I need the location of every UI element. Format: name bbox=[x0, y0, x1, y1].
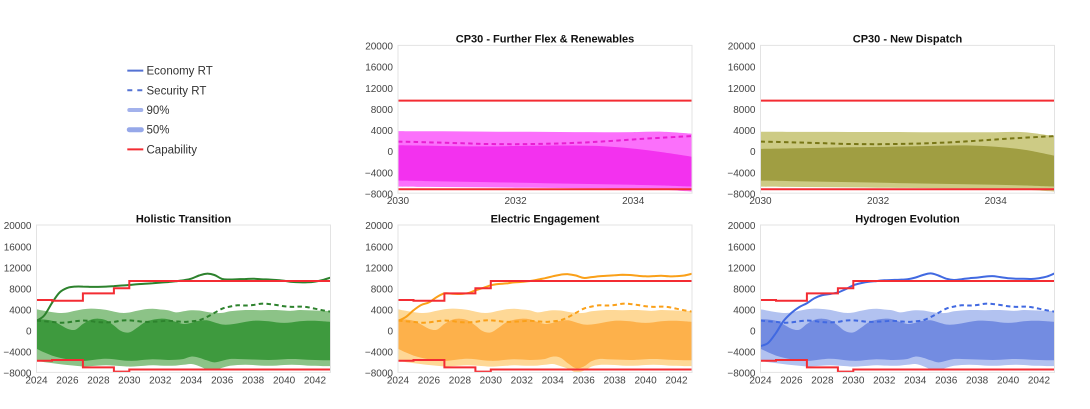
svg-text:2034: 2034 bbox=[622, 196, 645, 207]
svg-text:Electric Engagement: Electric Engagement bbox=[491, 213, 600, 225]
svg-text:20000: 20000 bbox=[365, 42, 393, 53]
svg-text:2028: 2028 bbox=[449, 375, 472, 386]
svg-text:2042: 2042 bbox=[665, 375, 688, 386]
svg-text:2034: 2034 bbox=[180, 375, 203, 386]
svg-text:4000: 4000 bbox=[733, 126, 756, 137]
svg-text:2038: 2038 bbox=[966, 375, 989, 386]
svg-text:90%: 90% bbox=[147, 105, 170, 117]
svg-text:2036: 2036 bbox=[935, 375, 958, 386]
svg-text:0: 0 bbox=[750, 327, 756, 338]
svg-text:2034: 2034 bbox=[542, 375, 565, 386]
svg-text:2028: 2028 bbox=[87, 375, 110, 386]
svg-text:Security RT: Security RT bbox=[147, 85, 207, 97]
svg-text:2026: 2026 bbox=[418, 375, 441, 386]
svg-text:16000: 16000 bbox=[365, 63, 393, 74]
svg-text:Hydrogen Evolution: Hydrogen Evolution bbox=[855, 213, 960, 225]
svg-text:50%: 50% bbox=[147, 125, 170, 137]
svg-text:2032: 2032 bbox=[504, 196, 527, 207]
svg-text:CP30 - New Dispatch: CP30 - New Dispatch bbox=[853, 34, 963, 46]
svg-text:4000: 4000 bbox=[371, 126, 394, 137]
svg-text:2036: 2036 bbox=[211, 375, 234, 386]
svg-text:16000: 16000 bbox=[728, 242, 756, 253]
svg-text:8000: 8000 bbox=[371, 105, 394, 116]
svg-text:2032: 2032 bbox=[149, 375, 172, 386]
svg-text:2026: 2026 bbox=[780, 375, 803, 386]
svg-text:Capability: Capability bbox=[147, 144, 198, 156]
svg-text:−4000: −4000 bbox=[365, 168, 394, 179]
svg-text:12000: 12000 bbox=[365, 263, 393, 274]
svg-text:20000: 20000 bbox=[728, 221, 756, 232]
svg-text:12000: 12000 bbox=[728, 263, 756, 274]
svg-text:−4000: −4000 bbox=[727, 348, 756, 359]
svg-text:20000: 20000 bbox=[4, 221, 32, 232]
svg-text:0: 0 bbox=[387, 327, 393, 338]
svg-text:2040: 2040 bbox=[634, 375, 657, 386]
svg-text:2034: 2034 bbox=[985, 196, 1008, 207]
svg-text:16000: 16000 bbox=[365, 242, 393, 253]
svg-text:2036: 2036 bbox=[573, 375, 596, 386]
svg-text:4000: 4000 bbox=[9, 305, 32, 316]
svg-text:12000: 12000 bbox=[4, 263, 32, 274]
svg-text:12000: 12000 bbox=[728, 84, 756, 95]
svg-text:2034: 2034 bbox=[904, 375, 927, 386]
svg-text:2026: 2026 bbox=[56, 375, 79, 386]
svg-text:2028: 2028 bbox=[811, 375, 834, 386]
svg-text:−8000: −8000 bbox=[727, 369, 756, 380]
svg-text:16000: 16000 bbox=[728, 63, 756, 74]
svg-text:0: 0 bbox=[26, 327, 32, 338]
svg-text:2032: 2032 bbox=[873, 375, 896, 386]
svg-text:4000: 4000 bbox=[371, 305, 394, 316]
svg-text:2040: 2040 bbox=[273, 375, 296, 386]
svg-text:−4000: −4000 bbox=[3, 348, 32, 359]
svg-text:2024: 2024 bbox=[749, 375, 772, 386]
svg-text:−4000: −4000 bbox=[727, 168, 756, 179]
svg-text:2030: 2030 bbox=[480, 375, 503, 386]
svg-text:16000: 16000 bbox=[4, 242, 32, 253]
svg-text:4000: 4000 bbox=[733, 305, 756, 316]
svg-text:2030: 2030 bbox=[118, 375, 141, 386]
svg-text:0: 0 bbox=[387, 147, 393, 158]
svg-text:20000: 20000 bbox=[365, 221, 393, 232]
svg-text:−8000: −8000 bbox=[727, 189, 756, 200]
svg-text:2030: 2030 bbox=[749, 196, 772, 207]
svg-text:2032: 2032 bbox=[867, 196, 890, 207]
svg-text:−8000: −8000 bbox=[365, 189, 394, 200]
svg-text:2042: 2042 bbox=[304, 375, 327, 386]
svg-text:−4000: −4000 bbox=[365, 348, 394, 359]
svg-text:2042: 2042 bbox=[1028, 375, 1051, 386]
svg-text:2024: 2024 bbox=[25, 375, 48, 386]
svg-text:2024: 2024 bbox=[387, 375, 410, 386]
svg-text:CP30 - Further Flex & Renewabl: CP30 - Further Flex & Renewables bbox=[456, 34, 635, 46]
svg-text:8000: 8000 bbox=[733, 284, 756, 295]
svg-text:8000: 8000 bbox=[9, 284, 32, 295]
svg-text:2032: 2032 bbox=[511, 375, 534, 386]
svg-text:−8000: −8000 bbox=[365, 369, 394, 380]
svg-text:−8000: −8000 bbox=[3, 369, 32, 380]
svg-text:2030: 2030 bbox=[842, 375, 865, 386]
svg-text:2030: 2030 bbox=[387, 196, 410, 207]
svg-text:8000: 8000 bbox=[733, 105, 756, 116]
svg-text:8000: 8000 bbox=[371, 284, 394, 295]
svg-text:Economy RT: Economy RT bbox=[147, 66, 213, 78]
svg-text:20000: 20000 bbox=[728, 42, 756, 53]
svg-text:12000: 12000 bbox=[365, 84, 393, 95]
svg-text:2038: 2038 bbox=[603, 375, 626, 386]
svg-text:Holistic Transition: Holistic Transition bbox=[136, 213, 232, 225]
svg-text:0: 0 bbox=[750, 147, 756, 158]
svg-text:2038: 2038 bbox=[242, 375, 265, 386]
svg-text:2040: 2040 bbox=[997, 375, 1020, 386]
